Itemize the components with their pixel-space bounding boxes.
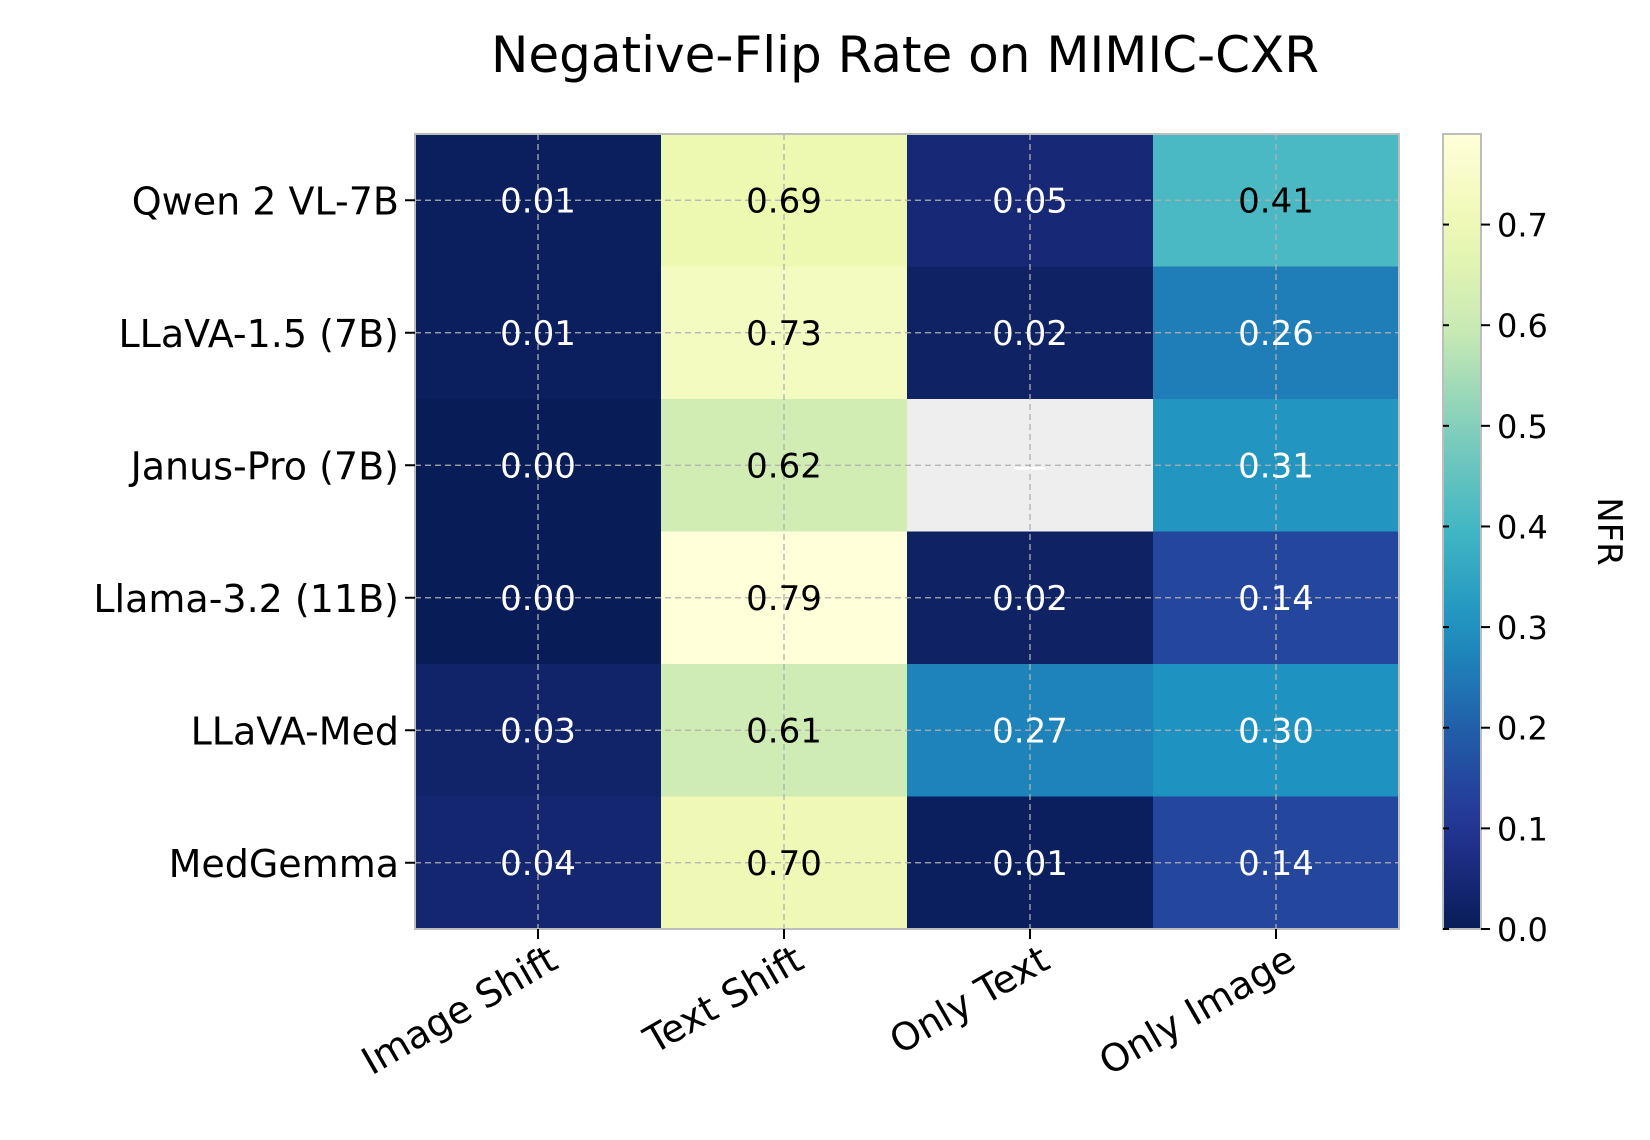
cell-value-label: 0.01 [500, 181, 576, 221]
y-axis: Qwen 2 VL-7B LLaVA-1.5 (7B) Janus-Pro (7B)… [93, 179, 415, 886]
cell-value-label: 0.26 [1238, 314, 1314, 354]
cell-value-label: 0.27 [992, 711, 1068, 751]
cell-value-label: 0.00 [500, 446, 576, 486]
colorbar-tick-label: 0.6 [1497, 307, 1548, 345]
cell-value-label: 0.30 [1238, 711, 1314, 751]
grid-lines [415, 134, 1399, 929]
cell-value-label: 0.62 [746, 446, 822, 486]
cell-value-label: 0.61 [746, 711, 822, 751]
cell-value-label: 0.02 [992, 314, 1068, 354]
colorbar-tick-label: 0.3 [1497, 609, 1548, 647]
colorbar-frame [1442, 133, 1482, 930]
cell-value-label: 0.41 [1238, 181, 1314, 221]
cell-value-label: 0.02 [992, 579, 1068, 619]
colorbar-tick-label: 0.1 [1497, 810, 1548, 848]
colorbar-tick-label: 0.2 [1497, 710, 1548, 748]
cell-value-label: 0.69 [746, 181, 822, 221]
cell-value-label: 0.70 [746, 844, 822, 884]
cell-value-label: 0.31 [1238, 446, 1314, 486]
cell-value-label: 0.00 [500, 579, 576, 619]
cell-value-label: 0.04 [500, 844, 576, 884]
colorbar-tick-label: 0.7 [1497, 207, 1548, 245]
colorbar-tick-label: 0.4 [1497, 508, 1548, 546]
y-tick-label: Llama-3.2 (11B) [93, 577, 399, 621]
x-tick-label: Only Image [1092, 937, 1303, 1084]
x-axis: Image Shift Text Shift Only Text Only Image [354, 929, 1303, 1084]
colorbar-tick-label: 0.5 [1497, 408, 1548, 446]
cell-value-label: 0.79 [746, 579, 822, 619]
colorbar-label: NFR [1589, 497, 1629, 566]
y-tick-label: Janus-Pro (7B) [129, 444, 399, 488]
x-tick-label: Text Shift [636, 937, 811, 1063]
cell-value-label: 0.14 [1238, 579, 1314, 619]
cell-value-label: 0.05 [992, 181, 1068, 221]
cell-labels: 0.01 0.69 0.05 0.41 0.01 0.73 0.02 0.26 0.00 0.62… [500, 181, 1314, 884]
y-tick-label: LLaVA-Med [191, 709, 399, 753]
cell-value-label: 0.14 [1238, 844, 1314, 884]
x-tick-label: Only Text [882, 937, 1056, 1063]
colorbar-gradient [1443, 134, 1481, 929]
y-tick-label: Qwen 2 VL-7B [132, 179, 399, 223]
chart-title: Negative-Flip Rate on MIMIC-CXR [491, 26, 1319, 84]
cell-value-label: 0.03 [500, 711, 576, 751]
colorbar-tick-label: 0.0 [1497, 911, 1548, 949]
cell-value-label: 0.01 [992, 844, 1068, 884]
x-tick-label: Image Shift [354, 937, 564, 1084]
y-tick-label: LLaVA-1.5 (7B) [119, 312, 399, 356]
cell-value-label: 0.01 [500, 314, 576, 354]
cell-value-label: — [1013, 446, 1047, 486]
cell-value-label: 0.73 [746, 314, 822, 354]
plot-frame [414, 133, 1400, 930]
y-tick-label: MedGemma [169, 842, 399, 886]
colorbar: 0.0 0.1 0.2 0.3 0.4 0.5 0.6 0.7 NFR [1442, 133, 1629, 949]
heatmap-cells [415, 134, 1400, 930]
